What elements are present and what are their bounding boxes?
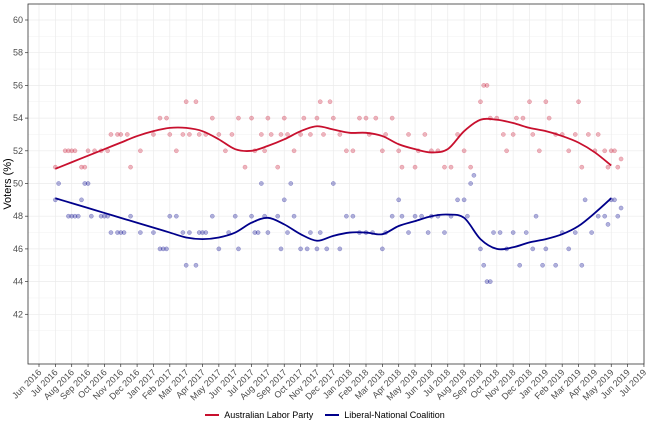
plot-panel — [28, 4, 644, 364]
series-trend-line-1 — [55, 197, 612, 251]
y-tick-label: 48 — [13, 211, 23, 221]
y-tick-label: 58 — [13, 48, 23, 58]
y-tick-label: 52 — [13, 146, 23, 156]
plot-frame — [27, 3, 645, 365]
y-tick-label: 50 — [13, 179, 23, 189]
y-tick-label: 44 — [13, 277, 23, 287]
legend-label-coalition: Liberal-National Coalition — [344, 410, 445, 420]
y-tick-label: 42 — [13, 309, 23, 319]
y-tick-label: 60 — [13, 15, 23, 25]
series-trend-line-0 — [55, 117, 612, 170]
legend-item-labor: Australian Labor Party — [205, 410, 313, 420]
legend-swatch-labor — [205, 414, 220, 416]
y-axis-title: Voters (%) — [2, 158, 14, 209]
y-tick-label: 54 — [13, 113, 23, 123]
chart-legend: Australian Labor Party Liberal-National … — [0, 410, 650, 420]
series-points-1 — [53, 172, 624, 284]
legend-item-coalition: Liberal-National Coalition — [325, 410, 445, 420]
y-tick-label: 46 — [13, 244, 23, 254]
legend-label-labor: Australian Labor Party — [224, 410, 314, 420]
y-tick-label: 56 — [13, 80, 23, 90]
legend-swatch-coalition — [325, 414, 340, 416]
